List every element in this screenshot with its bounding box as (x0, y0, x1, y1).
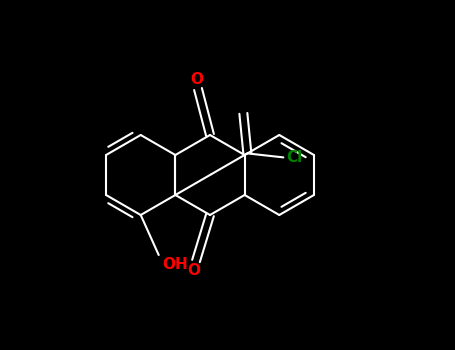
Text: O: O (191, 72, 203, 87)
Text: Cl: Cl (286, 150, 303, 165)
Text: O: O (187, 263, 201, 278)
Text: OH: OH (163, 257, 188, 272)
